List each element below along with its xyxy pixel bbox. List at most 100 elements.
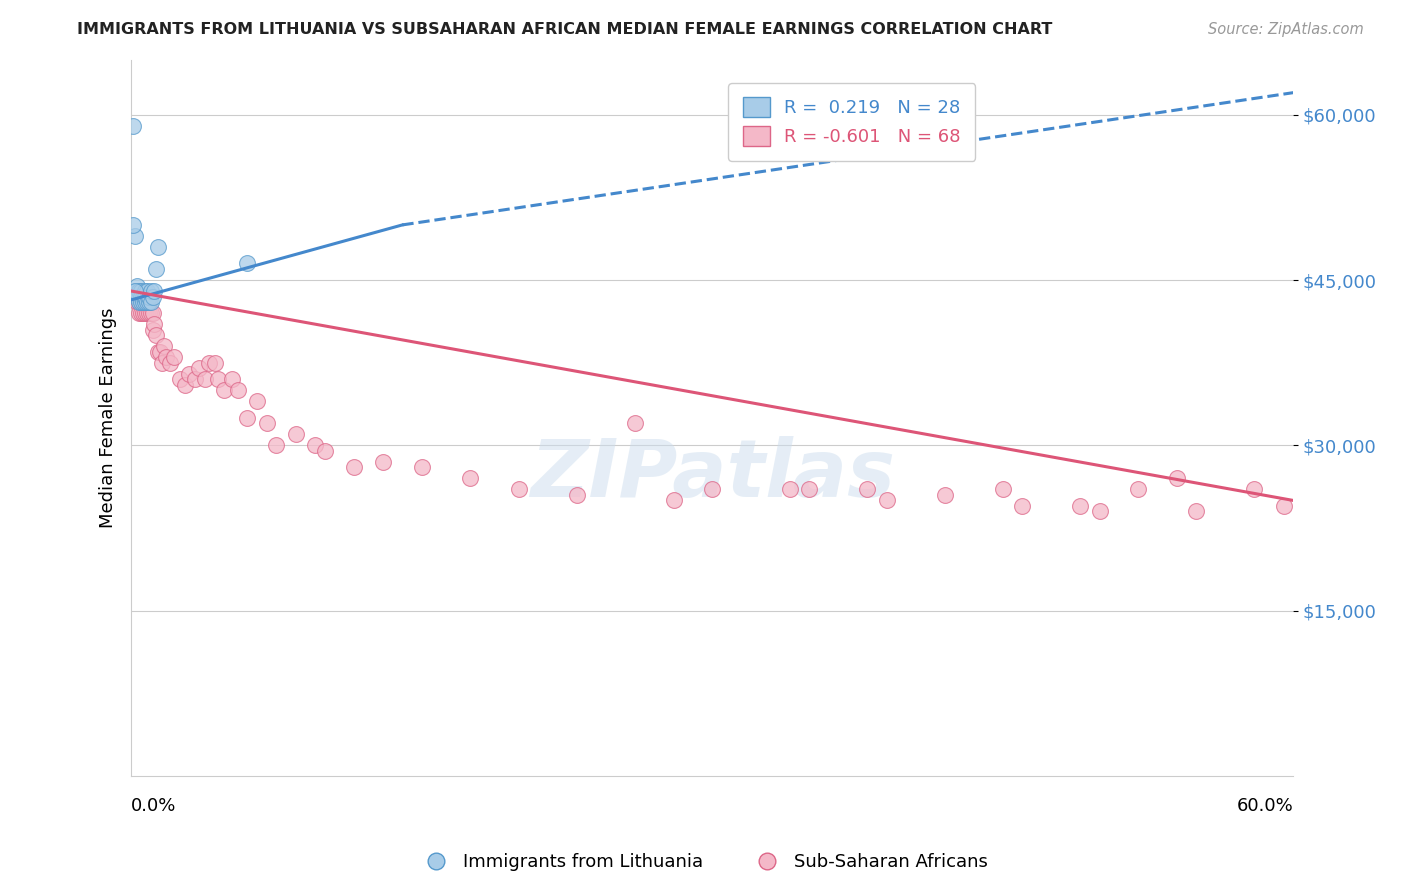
Point xyxy=(159,356,181,370)
Point xyxy=(135,295,157,310)
Point xyxy=(188,361,211,376)
Point xyxy=(169,372,191,386)
Point xyxy=(145,328,167,343)
Point xyxy=(132,306,155,320)
Point xyxy=(128,295,150,310)
Text: Source: ZipAtlas.com: Source: ZipAtlas.com xyxy=(1208,22,1364,37)
Point xyxy=(797,483,820,497)
Point xyxy=(179,367,201,381)
Point xyxy=(139,284,162,298)
Point xyxy=(124,284,146,298)
Point xyxy=(138,289,160,303)
Point xyxy=(134,284,156,298)
Point xyxy=(876,493,898,508)
Point xyxy=(129,284,152,298)
Point xyxy=(304,438,326,452)
Point xyxy=(128,306,150,320)
Point xyxy=(129,295,152,310)
Point xyxy=(138,295,160,310)
Point xyxy=(135,306,157,320)
Point xyxy=(314,443,336,458)
Point xyxy=(184,372,207,386)
Point xyxy=(142,289,165,303)
Point xyxy=(132,295,155,310)
Point xyxy=(153,339,176,353)
Point xyxy=(226,383,249,397)
Point xyxy=(1185,504,1208,518)
Point xyxy=(134,306,156,320)
Point xyxy=(129,295,152,310)
Point xyxy=(122,218,145,232)
Point xyxy=(148,344,170,359)
Point xyxy=(125,295,148,310)
Point xyxy=(124,228,146,243)
Point xyxy=(856,483,879,497)
Point xyxy=(143,317,166,331)
Point xyxy=(934,488,956,502)
Point xyxy=(125,289,148,303)
Point xyxy=(138,306,160,320)
Point xyxy=(1088,504,1111,518)
Point xyxy=(212,383,235,397)
Point xyxy=(779,483,801,497)
Point xyxy=(246,394,269,409)
Text: 0.0%: 0.0% xyxy=(131,797,177,815)
Point xyxy=(991,483,1014,497)
Point xyxy=(125,278,148,293)
Point xyxy=(134,289,156,303)
Point xyxy=(128,295,150,310)
Point xyxy=(1069,499,1091,513)
Point xyxy=(411,460,433,475)
Point xyxy=(236,410,259,425)
Point xyxy=(132,295,155,310)
Point xyxy=(1166,471,1188,485)
Point xyxy=(174,377,197,392)
Point xyxy=(662,493,685,508)
Point xyxy=(155,350,177,364)
Point xyxy=(207,372,229,386)
Point xyxy=(124,289,146,303)
Point xyxy=(142,306,165,320)
Point xyxy=(194,372,217,386)
Point xyxy=(134,295,156,310)
Point xyxy=(148,240,170,254)
Point xyxy=(143,284,166,298)
Point xyxy=(142,323,165,337)
Point xyxy=(1011,499,1033,513)
Point xyxy=(145,262,167,277)
Point xyxy=(150,356,173,370)
Point xyxy=(371,455,394,469)
Point xyxy=(135,284,157,298)
Point xyxy=(139,306,162,320)
Point xyxy=(204,356,226,370)
Point xyxy=(702,483,724,497)
Point xyxy=(565,488,588,502)
Text: IMMIGRANTS FROM LITHUANIA VS SUBSAHARAN AFRICAN MEDIAN FEMALE EARNINGS CORRELATI: IMMIGRANTS FROM LITHUANIA VS SUBSAHARAN … xyxy=(77,22,1053,37)
Point xyxy=(508,483,530,497)
Point xyxy=(197,356,219,370)
Point xyxy=(221,372,243,386)
Point xyxy=(1272,499,1295,513)
Point xyxy=(623,417,645,431)
Legend: R =  0.219   N = 28, R = -0.601   N = 68: R = 0.219 N = 28, R = -0.601 N = 68 xyxy=(728,83,976,161)
Point xyxy=(129,289,152,303)
Legend: Immigrants from Lithuania, Sub-Saharan Africans: Immigrants from Lithuania, Sub-Saharan A… xyxy=(411,847,995,879)
Point xyxy=(284,427,307,442)
Point xyxy=(266,438,288,452)
Point xyxy=(129,306,152,320)
Point xyxy=(1243,483,1265,497)
Point xyxy=(122,119,145,133)
Point xyxy=(236,256,259,270)
Y-axis label: Median Female Earnings: Median Female Earnings xyxy=(100,308,117,528)
Point xyxy=(138,295,160,310)
Point xyxy=(134,295,156,310)
Point xyxy=(139,295,162,310)
Point xyxy=(132,289,155,303)
Point xyxy=(149,344,172,359)
Text: ZIPatlas: ZIPatlas xyxy=(530,436,894,514)
Point xyxy=(124,284,146,298)
Point xyxy=(343,460,366,475)
Point xyxy=(163,350,186,364)
Point xyxy=(1128,483,1150,497)
Point xyxy=(458,471,481,485)
